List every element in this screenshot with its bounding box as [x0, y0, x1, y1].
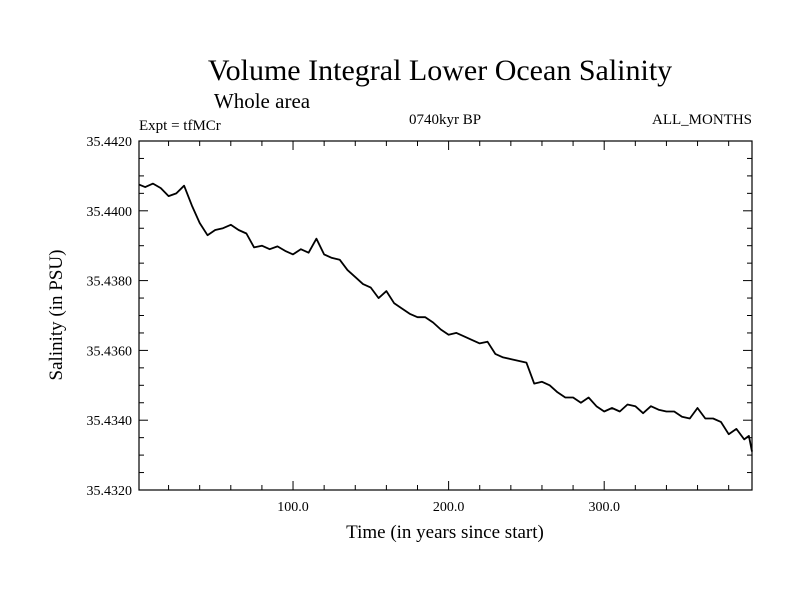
y-axis: 35.4320 35.4340 35.4360 35.4380 35.4400 35.44…: [87, 135, 752, 499]
x-axis: 100.0 200.0 300.0: [168, 141, 730, 515]
chart-title: Volume Integral Lower Ocean Salinity: [208, 54, 672, 87]
y-tick-label: 35.4360: [87, 344, 133, 359]
y-tick-label: 35.4400: [87, 205, 133, 220]
y-tick-label: 35.4420: [87, 135, 133, 150]
x-tick-label: 100.0: [277, 500, 309, 515]
y-tick-label: 35.4320: [87, 484, 133, 499]
salinity-series-line: [138, 182, 753, 452]
x-axis-label: Time (in years since start): [346, 522, 544, 543]
period-label: 0740kyr BP: [409, 112, 481, 128]
y-tick-label: 35.4340: [87, 414, 133, 429]
chart-subtitle: Whole area: [214, 89, 311, 113]
y-tick-label: 35.4380: [87, 275, 133, 290]
x-tick-label: 200.0: [433, 500, 465, 515]
x-tick-label: 300.0: [588, 500, 620, 515]
experiment-label: Expt = tfMCr: [139, 118, 221, 134]
months-label: ALL_MONTHS: [652, 112, 752, 128]
plot-area: 35.4320 35.4340 35.4360 35.4380 35.4400 35.44…: [87, 135, 753, 515]
plot-frame: [138, 140, 753, 491]
y-axis-label: Salinity (in PSU): [46, 250, 67, 381]
